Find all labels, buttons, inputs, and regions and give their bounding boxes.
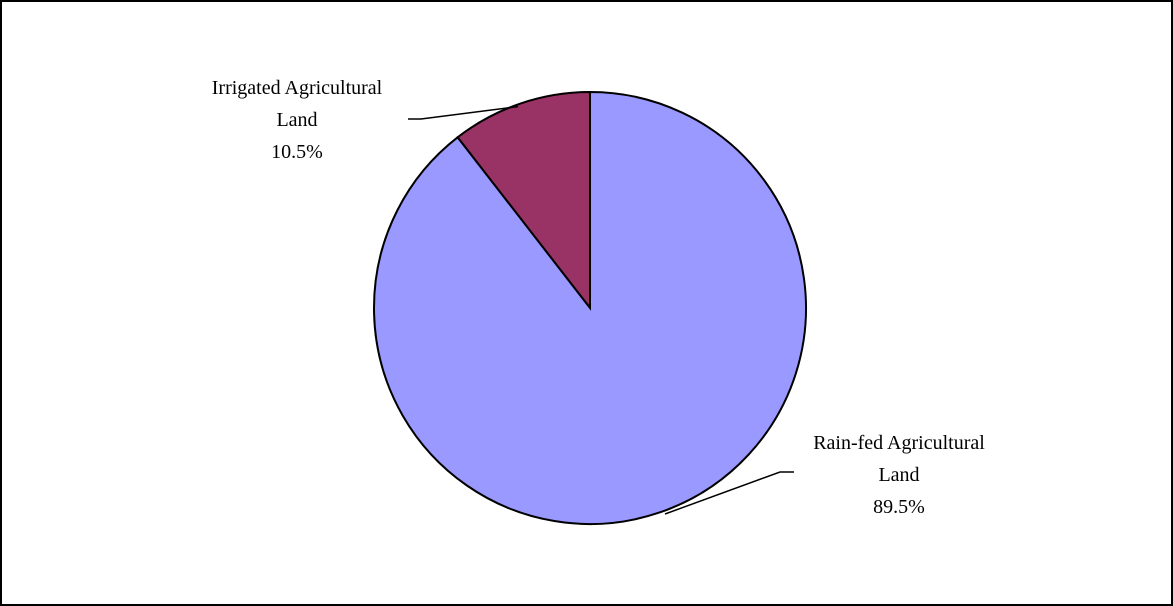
slice-label-irrigated-line1: Irrigated Agricultural (212, 77, 383, 99)
pie-slice-1 (373, 90, 807, 525)
slice-value-irrigated: 10.5% (271, 141, 323, 163)
pie-slices (373, 90, 807, 525)
slice-value-rainfed: 89.5% (873, 496, 925, 518)
leader-line-rainfed (664, 471, 794, 515)
slice-label-rainfed-line2: Land (878, 464, 919, 486)
slice-label-irrigated-line2: Land (276, 109, 317, 131)
pie-slice-0 (456, 90, 591, 311)
leader-line-irrigated (408, 105, 519, 120)
leader-lines (408, 105, 794, 515)
slice-label-rainfed-line1: Rain-fed Agricultural (813, 432, 985, 454)
